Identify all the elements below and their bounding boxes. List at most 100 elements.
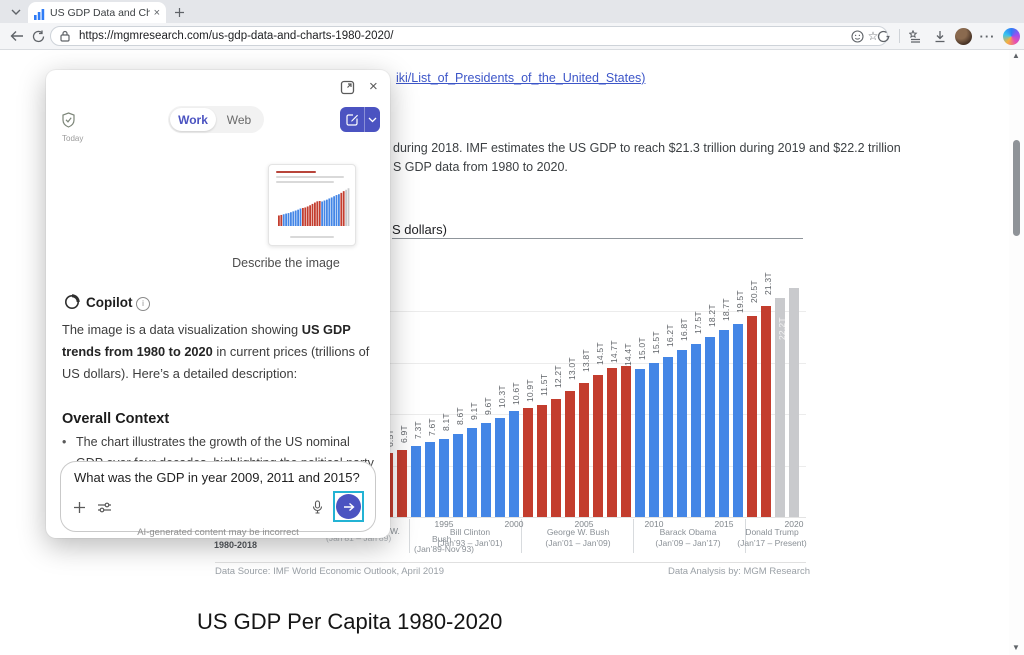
- gridline-element: [238, 465, 806, 467]
- bar-element: [396, 450, 408, 517]
- microphone-icon[interactable]: [312, 500, 323, 519]
- feedback-face-icon[interactable]: [849, 28, 865, 44]
- copilot-toolbar-icon[interactable]: [1003, 27, 1020, 45]
- bar-element: [704, 336, 716, 517]
- tab-web[interactable]: Web: [226, 112, 252, 127]
- bar-label-element: 15.5T: [651, 331, 661, 355]
- gdp-bar-chart: 6.2T6.5T6.9T7.3T7.6T8.1T8.6T9.1T9.6T10.3…: [0, 49, 1024, 655]
- url-text[interactable]: https://mgmresearch.com/us-gdp-data-and-…: [79, 30, 394, 42]
- scroll-down-arrow[interactable]: ▼: [1012, 643, 1020, 652]
- ytick-element: 2015: [714, 519, 734, 529]
- lock-icon[interactable]: [57, 28, 73, 44]
- new-tab-icon[interactable]: [174, 5, 190, 21]
- pres-element: Barack Obama (Jan’09 – Jan’17): [655, 527, 721, 548]
- address-bar[interactable]: https://mgmresearch.com/us-gdp-data-and-…: [50, 26, 888, 46]
- bar-label-element: 9.1T: [469, 402, 479, 421]
- response-section-heading: Overall Context: [62, 411, 170, 427]
- send-button[interactable]: [336, 494, 361, 519]
- bar-label-element: 20.5T: [749, 280, 759, 303]
- tune-options-icon[interactable]: [97, 501, 112, 519]
- today-label: Today: [62, 134, 84, 143]
- bar-element: [522, 407, 534, 517]
- new-chat-split-button: [340, 107, 380, 132]
- collections-icon[interactable]: [907, 28, 924, 45]
- chevron-down-icon[interactable]: [365, 107, 380, 132]
- wikipedia-link[interactable]: iki/List_of_Presidents_of_the_United_Sta…: [396, 71, 646, 85]
- ai-disclaimer: AI-generated content may be incorrect: [137, 527, 299, 538]
- active-tab[interactable]: US GDP Data and Charts 1980-202 ×: [28, 2, 166, 23]
- page-thumbnail[interactable]: [268, 164, 356, 246]
- bar-element: [494, 418, 506, 517]
- mode-toggle: Work Web: [168, 106, 264, 133]
- copilot-label: Copilot: [86, 295, 133, 310]
- baseline-element: [238, 517, 806, 518]
- settings-ellipsis-icon[interactable]: ···: [979, 28, 996, 44]
- bar-label-element: 19.5T: [735, 290, 745, 314]
- sep-element: [633, 519, 634, 553]
- bar-label-element: 8.6T: [455, 407, 465, 426]
- tab-close-icon[interactable]: ×: [153, 6, 160, 19]
- page-scrollbar[interactable]: ▲ ▼: [1009, 49, 1024, 655]
- bar-label-element: 14.5T: [595, 341, 605, 365]
- bar-element: [634, 368, 646, 517]
- copilot-logo-icon: [64, 294, 80, 315]
- bar-element: [760, 305, 772, 517]
- thumb-caption-line: [290, 236, 334, 238]
- compose-icon[interactable]: [340, 107, 366, 132]
- browser-toolbar: https://mgmresearch.com/us-gdp-data-and-…: [0, 23, 1024, 50]
- bar-element: [774, 297, 786, 517]
- bar-element: [648, 362, 660, 517]
- toolbar-divider: [899, 29, 900, 43]
- back-icon[interactable]: [8, 27, 26, 45]
- bar-label-element: 11.5T: [539, 373, 549, 396]
- profile-avatar[interactable]: [955, 27, 972, 45]
- downloads-icon[interactable]: [931, 28, 948, 45]
- browser-essentials-icon[interactable]: [875, 28, 892, 45]
- ytick-element: 2000: [504, 519, 524, 529]
- bar-element: [690, 343, 702, 517]
- describe-image-button[interactable]: Describe the image: [232, 256, 340, 270]
- bar-element: [606, 367, 618, 517]
- info-icon[interactable]: i: [136, 297, 150, 311]
- chart-bottom-rule: [215, 562, 806, 563]
- frag-element: 1980-2018: [214, 540, 258, 550]
- bar-element: [564, 391, 576, 517]
- bar-element: [662, 357, 674, 517]
- bar-label-element: 16.8T: [679, 318, 689, 341]
- close-panel-icon[interactable]: ×: [369, 78, 378, 95]
- refresh-icon[interactable]: [29, 27, 47, 45]
- bar-element: [508, 410, 520, 517]
- scrollbar-thumb[interactable]: [1013, 140, 1020, 236]
- bar-element: [718, 329, 730, 517]
- bar-element: [732, 324, 744, 517]
- expand-panel-icon[interactable]: [340, 80, 355, 100]
- data-analysis-note: Data Analysis by: MGM Research: [668, 566, 811, 577]
- bar-element: [438, 438, 450, 517]
- data-source-note: Data Source: IMF World Economic Outlook,…: [215, 566, 444, 577]
- tab-search-chevron-icon[interactable]: [6, 4, 26, 20]
- tab-title: US GDP Data and Charts 1980-202: [50, 6, 150, 19]
- bar-label-element: 10.9T: [525, 378, 535, 402]
- pres-element: Donald Trump (Jan’17 – Present): [737, 527, 807, 548]
- tab-work[interactable]: Work: [170, 108, 216, 131]
- bar-label-element: 21.3T: [763, 271, 773, 295]
- bar-label-element: 10.6T: [511, 382, 521, 405]
- thumb-chart-image: [278, 188, 350, 226]
- ytick-element: 2005: [574, 519, 594, 529]
- bar-element: [410, 445, 422, 517]
- chat-input-value[interactable]: What was the GDP in year 2009, 2011 and …: [74, 470, 360, 485]
- chart-favicon: [34, 7, 45, 20]
- gridline-element: [238, 414, 806, 415]
- bar-element: [578, 383, 590, 517]
- bar-element: [788, 288, 800, 517]
- chat-input-box[interactable]: What was the GDP in year 2009, 2011 and …: [60, 461, 376, 532]
- gridline-element: [238, 362, 806, 364]
- pres-element: Bill Clinton (Jan’93 – Jan’01): [437, 527, 503, 548]
- bar-label-element: 18.7T: [721, 298, 731, 322]
- scroll-up-arrow[interactable]: ▲: [1012, 51, 1020, 60]
- favorite-star-icon[interactable]: ☆: [867, 29, 879, 43]
- bar-label-element: 18.2T: [707, 303, 717, 327]
- add-attachment-icon[interactable]: [73, 501, 86, 519]
- bar-element: [424, 441, 436, 517]
